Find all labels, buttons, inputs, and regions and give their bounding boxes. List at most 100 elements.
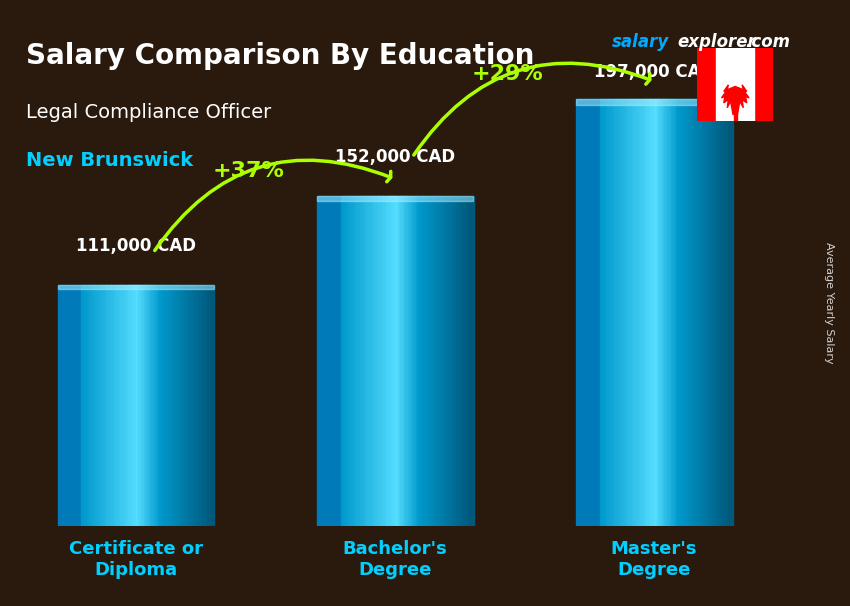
Bar (452, 196, 456, 526)
Bar (665, 99, 668, 526)
Bar (411, 196, 414, 526)
Bar (416, 196, 419, 526)
Bar (579, 99, 582, 526)
Bar (688, 99, 691, 526)
Bar (89, 285, 93, 526)
Bar (60, 285, 65, 526)
Bar (388, 196, 391, 526)
Bar (403, 196, 406, 526)
Bar (325, 196, 328, 526)
Bar (330, 196, 334, 526)
Bar (92, 285, 95, 526)
Bar (428, 196, 432, 526)
Bar (343, 196, 347, 526)
Bar (706, 99, 709, 526)
Bar (754, 48, 774, 121)
Bar (439, 196, 443, 526)
Bar (382, 196, 386, 526)
Bar (711, 99, 715, 526)
Text: +29%: +29% (472, 64, 543, 84)
Bar (462, 196, 466, 526)
Bar (703, 99, 706, 526)
Bar (698, 99, 701, 526)
Bar (426, 196, 429, 526)
Bar (317, 196, 473, 201)
Bar (203, 285, 207, 526)
Bar (700, 99, 704, 526)
Bar (608, 99, 611, 526)
Bar (348, 196, 352, 526)
Bar (390, 196, 394, 526)
Bar (198, 285, 201, 526)
Bar (393, 196, 396, 526)
Bar (450, 196, 453, 526)
Bar (99, 285, 103, 526)
Bar (133, 285, 137, 526)
Bar (586, 99, 590, 526)
Bar (599, 99, 604, 526)
Bar (421, 196, 424, 526)
Bar (460, 196, 463, 526)
Bar (87, 285, 90, 526)
Bar (615, 99, 619, 526)
Bar (431, 196, 434, 526)
Text: New Brunswick: New Brunswick (26, 152, 193, 170)
Bar (333, 196, 337, 526)
Bar (183, 285, 186, 526)
Bar (102, 285, 105, 526)
Bar (356, 196, 360, 526)
Bar (400, 196, 404, 526)
Bar (139, 285, 142, 526)
Bar (729, 99, 733, 526)
Bar (58, 285, 62, 526)
Bar (405, 196, 409, 526)
Bar (734, 114, 736, 121)
Bar (677, 99, 681, 526)
Text: Average Yearly Salary: Average Yearly Salary (824, 242, 834, 364)
Bar (136, 285, 139, 526)
Bar (623, 99, 626, 526)
Bar (105, 285, 108, 526)
Bar (167, 285, 171, 526)
Bar (618, 99, 621, 526)
Bar (196, 285, 199, 526)
Bar (211, 285, 214, 526)
Bar (369, 196, 372, 526)
Bar (592, 99, 595, 526)
Bar (594, 99, 598, 526)
Bar (320, 196, 323, 526)
Bar (351, 196, 354, 526)
Bar (628, 99, 632, 526)
Bar (144, 285, 147, 526)
Bar (170, 285, 173, 526)
Bar (151, 285, 155, 526)
Bar (162, 285, 165, 526)
Bar (722, 99, 725, 526)
Text: Salary Comparison By Education: Salary Comparison By Education (26, 42, 534, 70)
Bar (154, 285, 157, 526)
Bar (589, 99, 592, 526)
Text: Legal Compliance Officer: Legal Compliance Officer (26, 103, 271, 122)
Polygon shape (722, 85, 749, 115)
Text: salary: salary (612, 33, 669, 52)
Bar (208, 285, 212, 526)
Bar (683, 99, 686, 526)
Bar (361, 196, 365, 526)
Bar (633, 99, 637, 526)
Bar (693, 99, 696, 526)
Bar (327, 196, 331, 526)
Bar (649, 99, 652, 526)
Bar (178, 285, 181, 526)
Bar (470, 196, 473, 526)
Bar (149, 285, 152, 526)
Bar (670, 99, 673, 526)
Bar (146, 285, 150, 526)
Bar (395, 196, 399, 526)
Bar (58, 285, 213, 289)
Bar (188, 285, 191, 526)
Bar (455, 196, 458, 526)
Bar (657, 99, 660, 526)
Bar (338, 196, 342, 526)
Bar (646, 99, 649, 526)
Bar (675, 99, 678, 526)
